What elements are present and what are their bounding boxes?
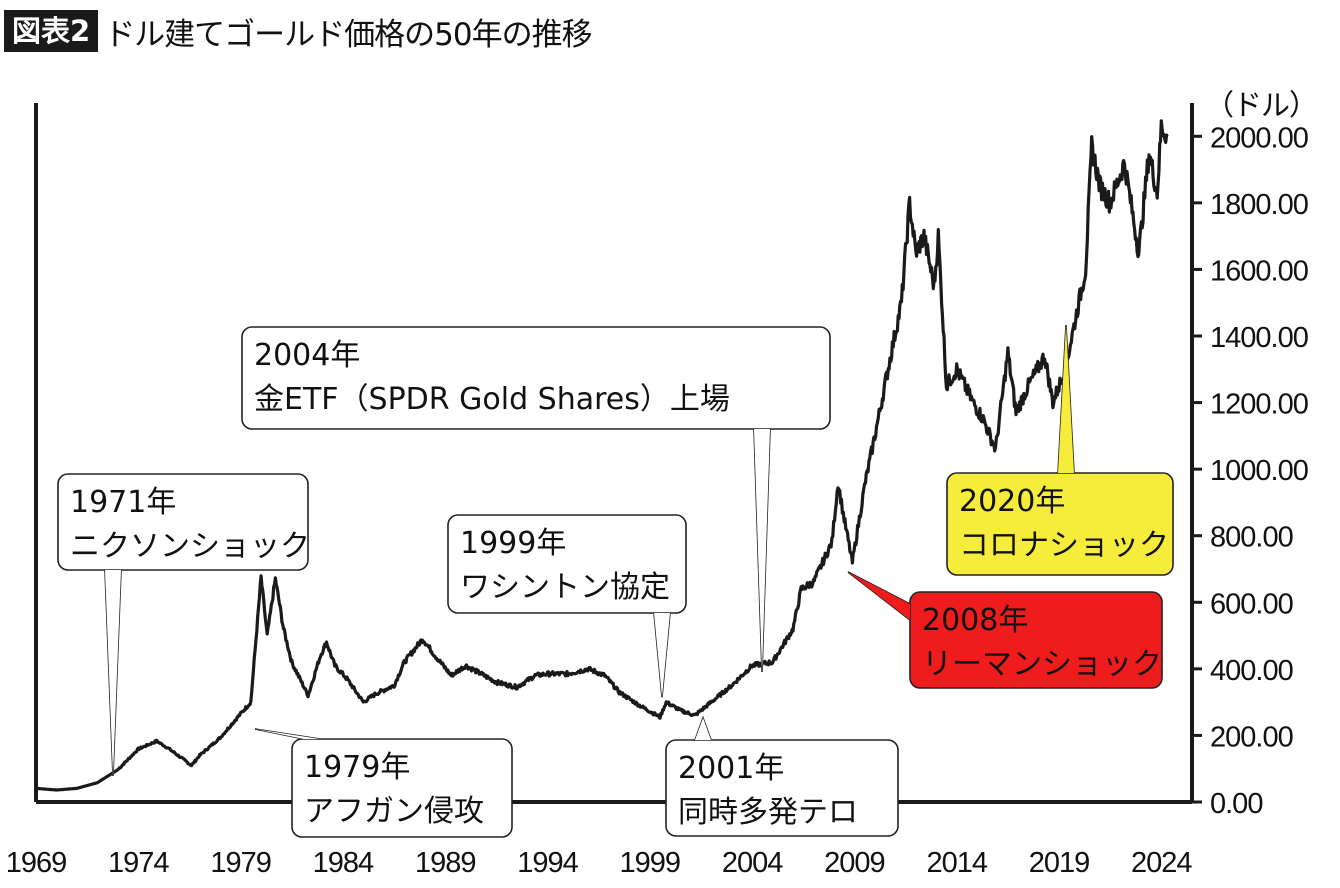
callout-box	[665, 739, 899, 837]
callout-box	[909, 591, 1163, 689]
callout-text-line: 2008年	[922, 603, 1028, 638]
callout-pointer-fill	[1058, 325, 1074, 473]
y-axis-unit-label: （ドル）	[1205, 90, 1317, 122]
y-tick-label: 1200.00	[1210, 389, 1308, 421]
callout-text-line: 2001年	[678, 751, 784, 786]
y-tick-label: 1600.00	[1210, 255, 1308, 287]
x-tick-label: 1989	[415, 847, 476, 879]
x-tick-label: 1994	[517, 847, 578, 879]
tick-labels: 0.00 200.00 400.00 600.00 800.00 1000.00 1200.…	[6, 90, 1318, 879]
y-tick-label: 200.00	[1210, 721, 1293, 753]
y-tick-label: 600.00	[1210, 588, 1293, 620]
x-tick-label: 2024	[1131, 847, 1192, 879]
x-tick-label: 2004	[722, 847, 783, 879]
gold-price-line	[35, 119, 1169, 792]
callout-pointer-fill	[695, 718, 711, 740]
callout-pointer-fill	[255, 729, 320, 739]
x-tick-label: 1999	[620, 847, 681, 879]
y-tick-label: 0.00	[1210, 788, 1262, 820]
callout-text-line: 1999年	[460, 526, 566, 561]
x-tick-label: 1979	[210, 847, 271, 879]
y-tick-label: 800.00	[1210, 522, 1293, 554]
callout-text-line: コロナショック	[959, 528, 1169, 563]
x-tick-label: 2014	[926, 847, 987, 879]
callout-text-line: リーマンショック	[922, 647, 1162, 682]
callout-box	[447, 514, 687, 614]
callout-text-line: アフガン侵攻	[304, 794, 484, 829]
callout-text-line: 同時多発テロ	[678, 795, 858, 830]
callout-box	[241, 326, 831, 430]
title-text: ドル建てゴールド価格の50年の推移	[104, 16, 592, 53]
callout-pointer-fill	[654, 613, 670, 697]
callout-text-line: 2020年	[959, 484, 1065, 519]
callout-pointer-fill	[848, 572, 910, 620]
callout-pointer-fill	[754, 429, 770, 672]
title-badge: 図表2	[4, 10, 99, 52]
y-tick-label: 400.00	[1210, 655, 1293, 687]
y-tick-label: 1800.00	[1210, 189, 1308, 221]
y-tick-label: 2000.00	[1210, 122, 1308, 154]
series-layer	[35, 119, 1169, 792]
callout-box	[57, 473, 309, 571]
y-tick-label: 1400.00	[1210, 322, 1308, 354]
callout-text-line: 1971年	[70, 485, 176, 520]
callout-pointer-fill	[105, 570, 121, 776]
callout-box	[291, 738, 513, 838]
callout-text-line: 2004年	[254, 338, 360, 373]
y-tick-label: 1000.00	[1210, 455, 1308, 487]
callout-text-line: ニクソンショック	[70, 529, 310, 564]
axes	[34, 103, 1202, 804]
x-tick-label: 1984	[313, 847, 374, 879]
callout-text-line: ワシントン協定	[460, 570, 670, 605]
x-tick-label: 1969	[6, 847, 67, 879]
chart-title: 図表2 ドル建てゴールド価格の50年の推移	[4, 8, 593, 54]
x-tick-label: 2019	[1029, 847, 1090, 879]
callout-text-line: 金ETF（SPDR Gold Shares）上場	[254, 382, 730, 417]
x-tick-label: 1974	[108, 847, 169, 879]
callout-text-line: 1979年	[304, 750, 410, 785]
x-tick-label: 2009	[824, 847, 885, 879]
callouts: 1971年ニクソンショック1979年アフガン侵攻1999年ワシントン協定2001…	[57, 324, 1174, 838]
